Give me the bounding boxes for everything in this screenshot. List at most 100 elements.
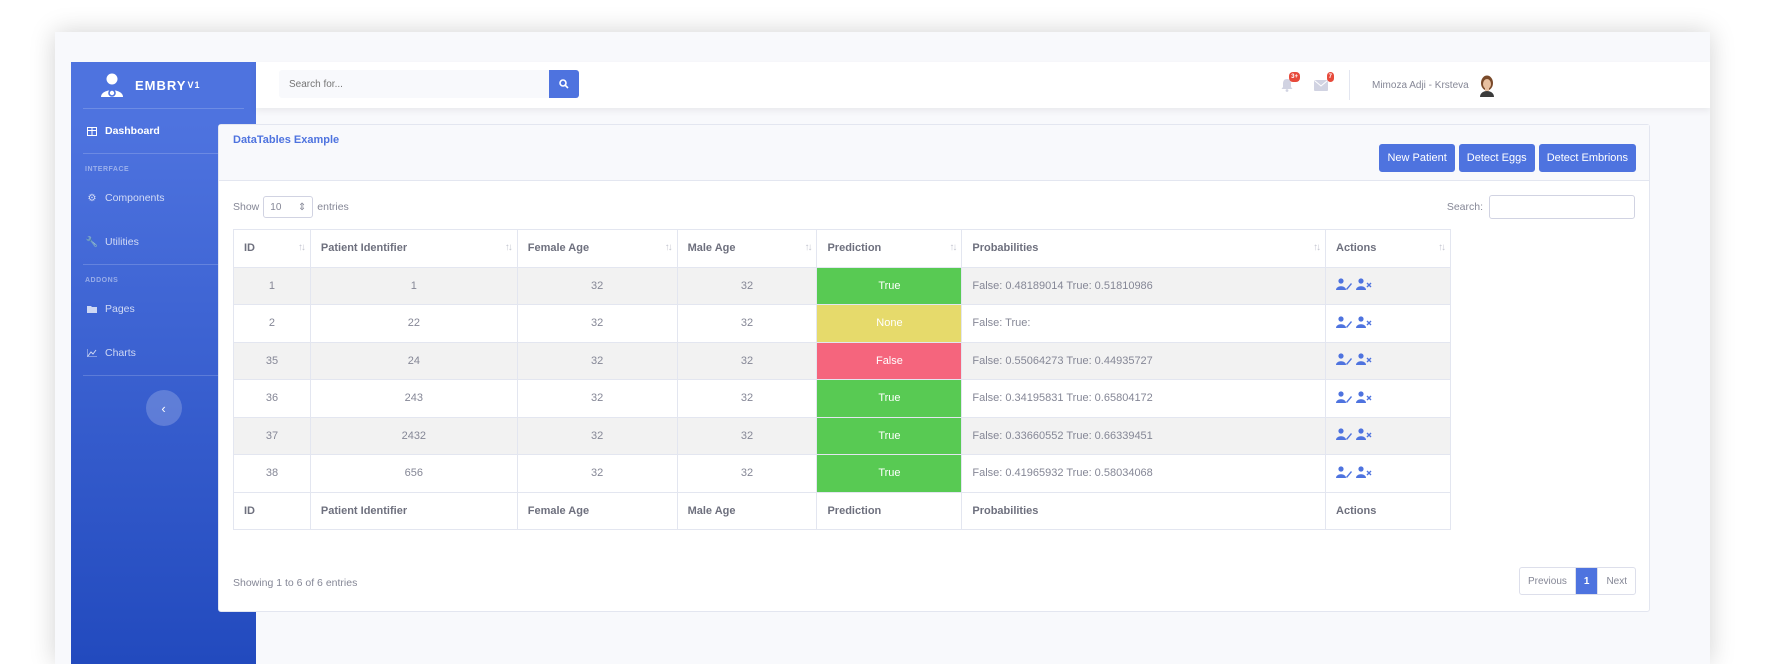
sort-icon: ↑↓ — [1438, 242, 1446, 253]
pagination-page-1[interactable]: 1 — [1575, 568, 1599, 594]
brand-name: EMBRY — [135, 77, 187, 93]
user-delete-icon[interactable] — [1356, 466, 1372, 478]
column-header-female-age[interactable]: Female Age ↑↓ — [516, 229, 678, 268]
sidebar-heading-addons: ADDONS — [85, 277, 119, 284]
user-menu[interactable]: Mimoza Adji - Krsteva — [1372, 62, 1497, 108]
doctor-logo-icon — [101, 73, 123, 97]
search-input[interactable] — [279, 70, 549, 98]
user-delete-icon[interactable] — [1356, 278, 1372, 291]
cell-prediction: True — [816, 416, 963, 455]
user-edit-icon[interactable] — [1336, 353, 1353, 366]
sidebar-divider — [83, 108, 244, 109]
cell-probabilities: False: True: — [961, 304, 1327, 343]
cell-patient-identifier: 656 — [309, 454, 518, 493]
card-header: DataTables Example New Patient Detect Eg… — [219, 125, 1649, 181]
sort-icon: ↑↓ — [664, 242, 673, 253]
user-edit-icon[interactable] — [1336, 391, 1353, 403]
user-delete-icon[interactable] — [1356, 428, 1372, 441]
column-header-probabilities[interactable]: Probabilities ↑↓ — [961, 229, 1327, 268]
header-actions: New Patient Detect Eggs Detect Embrions — [1379, 144, 1636, 172]
user-edit-icon[interactable] — [1336, 428, 1353, 441]
pagination-previous[interactable]: Previous — [1520, 568, 1576, 594]
cell-patient-identifier: 2432 — [309, 416, 518, 455]
cell-female-age: 32 — [516, 454, 678, 493]
page-length-value: 10 — [270, 201, 282, 213]
table-row: 35 24 32 32 False False: 0.55064273 True: 0.4… — [233, 341, 1451, 380]
user-edit-icon[interactable] — [1336, 466, 1353, 478]
chevron-left-icon: ‹ — [161, 400, 166, 416]
sidebar-toggle-button[interactable]: ‹ — [145, 390, 182, 426]
footer-male-age: Male Age — [676, 491, 818, 530]
pagination-next[interactable]: Next — [1606, 575, 1627, 587]
sidebar-item-charts[interactable]: Charts — [71, 331, 256, 375]
detect-embrions-button[interactable]: Detect Embrions — [1538, 144, 1636, 172]
table-row: 36 243 32 32 True False: 0.34195831 True: 0.6… — [233, 379, 1451, 418]
sidebar-brand[interactable]: EMBRY V1 — [71, 62, 256, 108]
sort-icon: ↑↓ — [804, 242, 812, 253]
patients-table: ID ↑↓ Patient Identifier ↑↓ Female Age ↑↓ M… — [233, 229, 1451, 530]
table-search-input[interactable] — [1489, 195, 1635, 219]
footer-patient: Patient Identifier — [309, 491, 518, 530]
cell-male-age: 32 — [676, 341, 818, 380]
column-header-actions[interactable]: Actions ↑↓ — [1325, 229, 1451, 268]
cell-male-age: 32 — [676, 304, 818, 343]
topbar: 3+ 7 Mimoza Adji - Krsteva — [256, 62, 1710, 108]
column-header-id[interactable]: ID ↑↓ — [233, 229, 311, 268]
sidebar-heading-interface: INTERFACE — [85, 166, 130, 173]
sort-icon: ↑↓ — [504, 242, 513, 253]
column-header-patient[interactable]: Patient Identifier ↑↓ — [309, 229, 518, 268]
user-edit-icon[interactable] — [1336, 316, 1353, 328]
cell-id: 38 — [233, 454, 311, 493]
cell-female-age: 32 — [516, 416, 678, 455]
table-header-row: ID ↑↓ Patient Identifier ↑↓ Female Age ↑↓ M… — [233, 229, 1451, 268]
datatable-card: DataTables Example New Patient Detect Eg… — [218, 124, 1650, 612]
user-edit-icon[interactable] — [1336, 278, 1353, 291]
cell-id: 1 — [233, 266, 311, 305]
cell-male-age: 32 — [676, 454, 818, 493]
sidebar-divider — [83, 375, 244, 376]
column-header-prediction[interactable]: Prediction ↑↓ — [816, 229, 963, 268]
select-arrows-icon: ⇕ — [297, 201, 307, 213]
table-search: Search: — [1447, 195, 1635, 219]
table-row: 2 22 32 32 None False: True: — [233, 304, 1451, 343]
bell-icon — [1281, 79, 1293, 92]
user-delete-icon[interactable] — [1356, 353, 1372, 366]
alerts-button[interactable]: 3+ — [1278, 72, 1300, 94]
cell-male-age: 32 — [676, 379, 818, 418]
footer-actions: Actions — [1325, 491, 1451, 530]
envelope-icon — [1314, 80, 1328, 91]
pagination: Previous 1 Next — [1518, 567, 1636, 595]
cell-male-age: 32 — [676, 416, 818, 455]
sort-icon: ↑↓ — [1313, 242, 1321, 253]
sidebar-divider — [83, 264, 244, 265]
user-delete-icon[interactable] — [1356, 316, 1372, 328]
wrench-icon: 🔧 — [85, 236, 99, 248]
cell-actions — [1325, 416, 1451, 455]
entries-label: entries — [317, 201, 349, 213]
footer-probabilities: Probabilities — [961, 491, 1327, 530]
card-title: DataTables Example — [233, 134, 340, 146]
table-body: 1 1 32 32 True False: 0.48189014 True: 0.5181… — [233, 266, 1451, 493]
sidebar-item-dashboard[interactable]: Dashboard — [71, 109, 256, 153]
cell-patient-identifier: 1 — [309, 266, 518, 305]
table-row: 37 2432 32 32 True False: 0.33660552 True: 0.… — [233, 416, 1451, 455]
user-delete-icon[interactable] — [1356, 391, 1372, 403]
cell-prediction: None — [816, 304, 963, 343]
cell-probabilities: False: 0.34195831 True: 0.65804172 — [961, 379, 1327, 418]
sort-icon: ↑↓ — [297, 242, 306, 253]
messages-button[interactable]: 7 — [1312, 72, 1334, 94]
detect-eggs-button[interactable]: Detect Eggs — [1458, 144, 1535, 172]
cell-prediction: True — [816, 379, 963, 418]
page-length-select[interactable]: 10 ⇕ — [263, 196, 314, 218]
table-row: 1 1 32 32 True False: 0.48189014 True: 0.5181… — [233, 266, 1451, 305]
new-patient-button[interactable]: New Patient — [1379, 144, 1455, 172]
page-length-control: Show 10 ⇕ entries — [233, 195, 349, 219]
sort-icon: ↑↓ — [949, 242, 957, 253]
cell-actions — [1325, 266, 1451, 305]
cell-probabilities: False: 0.55064273 True: 0.44935727 — [961, 341, 1327, 380]
column-header-male-age[interactable]: Male Age ↑↓ — [676, 229, 818, 268]
cell-female-age: 32 — [516, 341, 678, 380]
avatar — [1479, 75, 1494, 97]
search-button[interactable] — [549, 70, 579, 98]
topbar-divider — [1349, 70, 1350, 100]
